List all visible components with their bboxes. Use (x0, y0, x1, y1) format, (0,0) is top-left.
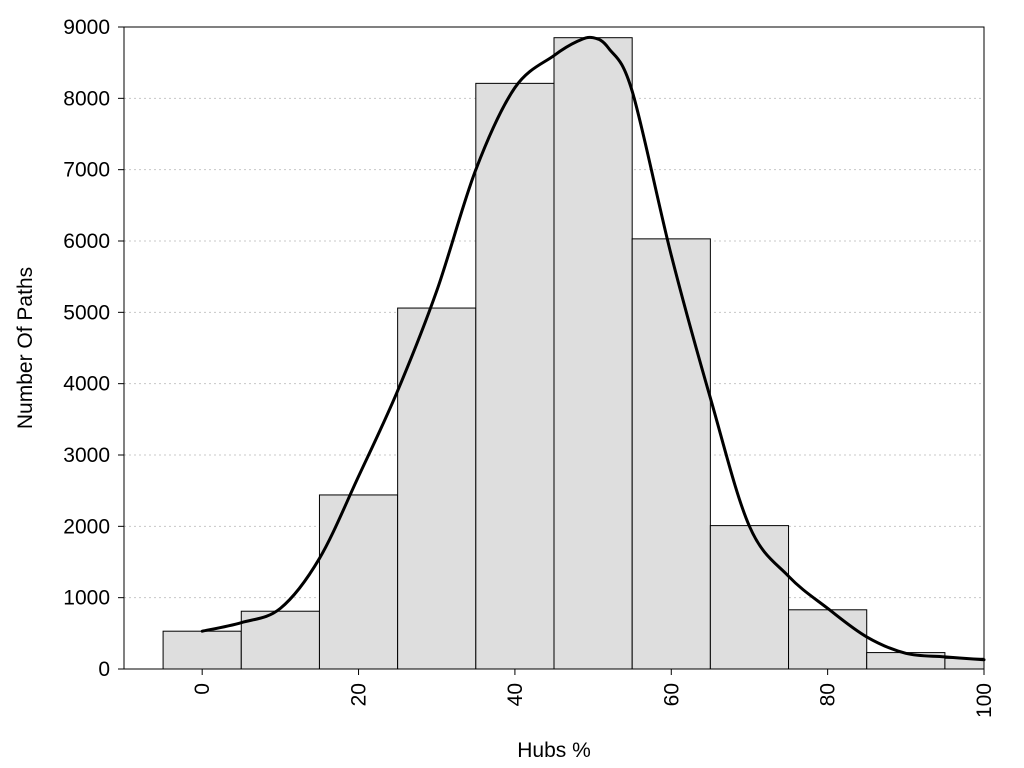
y-tick-label: 5000 (63, 301, 110, 324)
y-axis: 0 1000 2000 3000 4000 5000 6000 7000 8000 9000 (63, 16, 124, 681)
histogram-bars (162, 37, 985, 670)
histogram-bar (631, 238, 711, 670)
y-tick-label: 7000 (63, 159, 110, 182)
y-tick-label: 1000 (63, 587, 110, 610)
y-tick-label: 4000 (63, 373, 110, 396)
x-tick-label: 80 (817, 683, 840, 706)
x-tick-label: 40 (504, 683, 527, 706)
y-tick-label: 6000 (63, 230, 110, 253)
x-tick-label: 60 (660, 683, 683, 706)
histogram-bar (709, 525, 790, 670)
density-curve (200, 35, 986, 662)
y-tick-label: 3000 (63, 444, 110, 467)
y-tick-label: 8000 (63, 87, 110, 110)
histogram-bar (788, 609, 868, 670)
y-axis-label: Number Of Paths (14, 267, 37, 429)
histogram-bar (475, 82, 555, 670)
y-tick-label: 2000 (63, 515, 110, 538)
y-tick-label: 9000 (63, 16, 110, 39)
x-tick-label: 20 (348, 683, 371, 706)
x-axis: 0 20 40 60 80 100 (191, 669, 996, 718)
plot-frame (123, 26, 985, 670)
x-tick-label: 100 (973, 683, 996, 718)
x-axis-label: Hubs % (517, 739, 591, 762)
x-tick-label: 0 (191, 683, 214, 695)
histogram-bar (162, 630, 242, 670)
histogram-bar (318, 494, 399, 670)
histogram-bar (553, 37, 633, 670)
y-tick-label: 0 (98, 658, 110, 681)
